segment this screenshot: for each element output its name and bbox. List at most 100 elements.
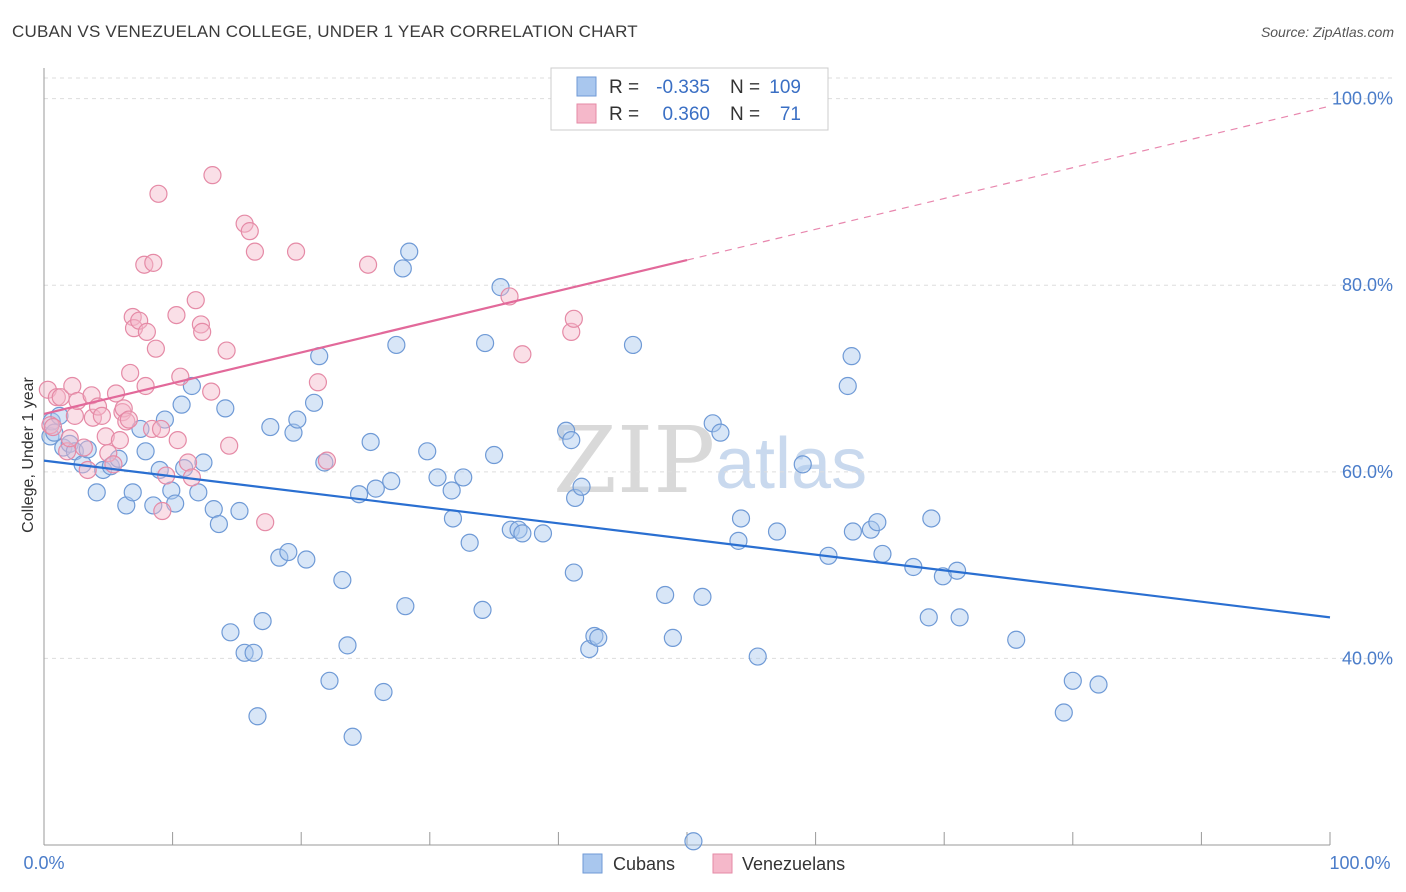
venezuelans-point-54 — [256, 513, 275, 532]
venezuelans-point-49 — [217, 341, 236, 360]
cubans-point-94 — [842, 347, 861, 366]
cubans-point-65 — [475, 333, 495, 353]
legend-n-label-0: N = — [730, 77, 760, 98]
cubans-point-88 — [731, 509, 751, 528]
cubans-point-57 — [396, 597, 415, 616]
cubans-point-55 — [393, 259, 412, 278]
series-cubans-points — [41, 242, 1108, 851]
source-label: Source: ZipAtlas.com — [1260, 24, 1394, 40]
chart-title: CUBAN VS VENEZUELAN COLLEGE, UNDER 1 YEA… — [12, 22, 638, 41]
gridlines — [44, 77, 1392, 659]
cubans-point-50 — [361, 432, 380, 452]
legend-n-value-0: 109 — [769, 77, 801, 98]
cubans-point-66 — [485, 445, 504, 465]
x-tick-label-0: 0.0% — [23, 853, 64, 873]
cubans-point-53 — [382, 472, 401, 491]
venezuelans-point-33 — [144, 253, 163, 272]
venezuelans-point-55 — [286, 242, 306, 261]
legend-n-value-1: 71 — [780, 104, 801, 125]
legend-box — [550, 67, 829, 131]
venezuelans-point-48 — [203, 166, 222, 185]
cubans-point-12 — [109, 449, 128, 468]
venezuelans-point-24 — [119, 410, 138, 429]
cubans-point-105 — [1007, 630, 1026, 649]
venezuelans-point-23 — [117, 412, 136, 431]
x-tick-label-1: 100.0% — [1329, 853, 1390, 873]
y-axis-title: College, Under 1 year — [20, 377, 37, 533]
venezuelans-point-44 — [186, 291, 205, 310]
y-tick-label-0: 40.0% — [1342, 648, 1393, 668]
cubans-point-83 — [684, 832, 703, 851]
venezuelans-point-8 — [65, 406, 84, 425]
cubans-point-74 — [566, 488, 585, 508]
venezuelans-point-50 — [220, 436, 239, 455]
cubans-point-76 — [564, 563, 583, 582]
cubans-point-89 — [748, 647, 767, 666]
cubans-point-41 — [297, 550, 316, 569]
cubans-point-97 — [868, 513, 887, 532]
venezuelans-point-57 — [317, 451, 337, 470]
venezuelans-point-46 — [193, 322, 212, 341]
venezuelans-point-37 — [153, 501, 172, 521]
venezuelans-point-52 — [240, 222, 259, 241]
cubans-point-108 — [1089, 675, 1108, 694]
legend-r-value-1: 0.360 — [662, 104, 710, 125]
venezuelans-point-35 — [149, 184, 168, 203]
venezuelans-point-13 — [82, 386, 101, 405]
y-axis-tick-labels: 40.0% 60.0% 80.0% 100.0% — [1332, 89, 1393, 669]
cubans-point-79 — [589, 628, 608, 647]
legend-r-label-1: R = — [609, 104, 639, 125]
bottom-legend-swatch-cubans — [582, 853, 603, 874]
cubans-point-63 — [460, 533, 479, 552]
cubans-point-9 — [87, 483, 106, 502]
watermark-zip: ZIP — [553, 407, 715, 514]
cubans-point-30 — [221, 623, 240, 642]
cubans-point-72 — [557, 421, 576, 440]
venezuelans-point-58 — [358, 255, 378, 274]
cubans-point-42 — [304, 393, 324, 412]
cubans-point-38 — [279, 542, 298, 562]
cubans-point-84 — [693, 587, 712, 606]
trend-line-venezuelans-solid — [43, 258, 688, 416]
venezuelans-point-20 — [110, 431, 129, 450]
cubans-point-64 — [473, 600, 492, 620]
series-venezuelans-points — [38, 166, 583, 532]
venezuelans-point-11 — [78, 460, 97, 480]
venezuelans-point-3 — [47, 388, 66, 407]
cubans-point-54 — [387, 335, 406, 355]
y-tick-label-1: 60.0% — [1342, 462, 1393, 482]
legend-n-label-1: N = — [730, 104, 760, 125]
cubans-point-60 — [442, 481, 461, 500]
cubans-point-107 — [1063, 671, 1082, 690]
cubans-point-95 — [843, 522, 862, 541]
cubans-point-56 — [400, 242, 419, 261]
venezuelans-point-53 — [245, 242, 265, 261]
cubans-point-81 — [656, 585, 675, 605]
cubans-point-86 — [711, 423, 730, 442]
venezuelans-point-25 — [121, 363, 140, 383]
cubans-point-93 — [838, 376, 857, 396]
cubans-point-51 — [366, 479, 385, 498]
venezuelans-point-62 — [564, 309, 583, 328]
venezuelans-point-40 — [167, 305, 186, 325]
cubans-point-61 — [443, 509, 463, 528]
cubans-point-71 — [533, 524, 553, 543]
top-legend: R = -0.335 N = 109 R = 0.360 N = 71 — [550, 67, 829, 131]
bottom-legend-swatch-venezuelans — [712, 853, 733, 874]
cubans-point-40 — [288, 410, 307, 429]
legend-swatch-cubans — [576, 76, 597, 97]
cubans-point-100 — [919, 608, 938, 627]
bottom-legend: Cubans Venezuelans — [582, 853, 845, 874]
venezuelans-point-56 — [308, 373, 328, 392]
cubans-point-75 — [572, 477, 591, 496]
cubans-point-85 — [703, 414, 722, 433]
cubans-point-46 — [333, 570, 352, 590]
y-tick-label-2: 80.0% — [1342, 275, 1393, 295]
venezuelans-point-29 — [135, 255, 154, 274]
legend-swatch-venezuelans — [576, 103, 597, 124]
cubans-point-26 — [194, 453, 213, 472]
trend-lines — [43, 105, 1331, 619]
venezuelans-point-45 — [191, 315, 210, 334]
cubans-point-28 — [209, 514, 228, 534]
venezuelans-point-47 — [202, 382, 221, 401]
